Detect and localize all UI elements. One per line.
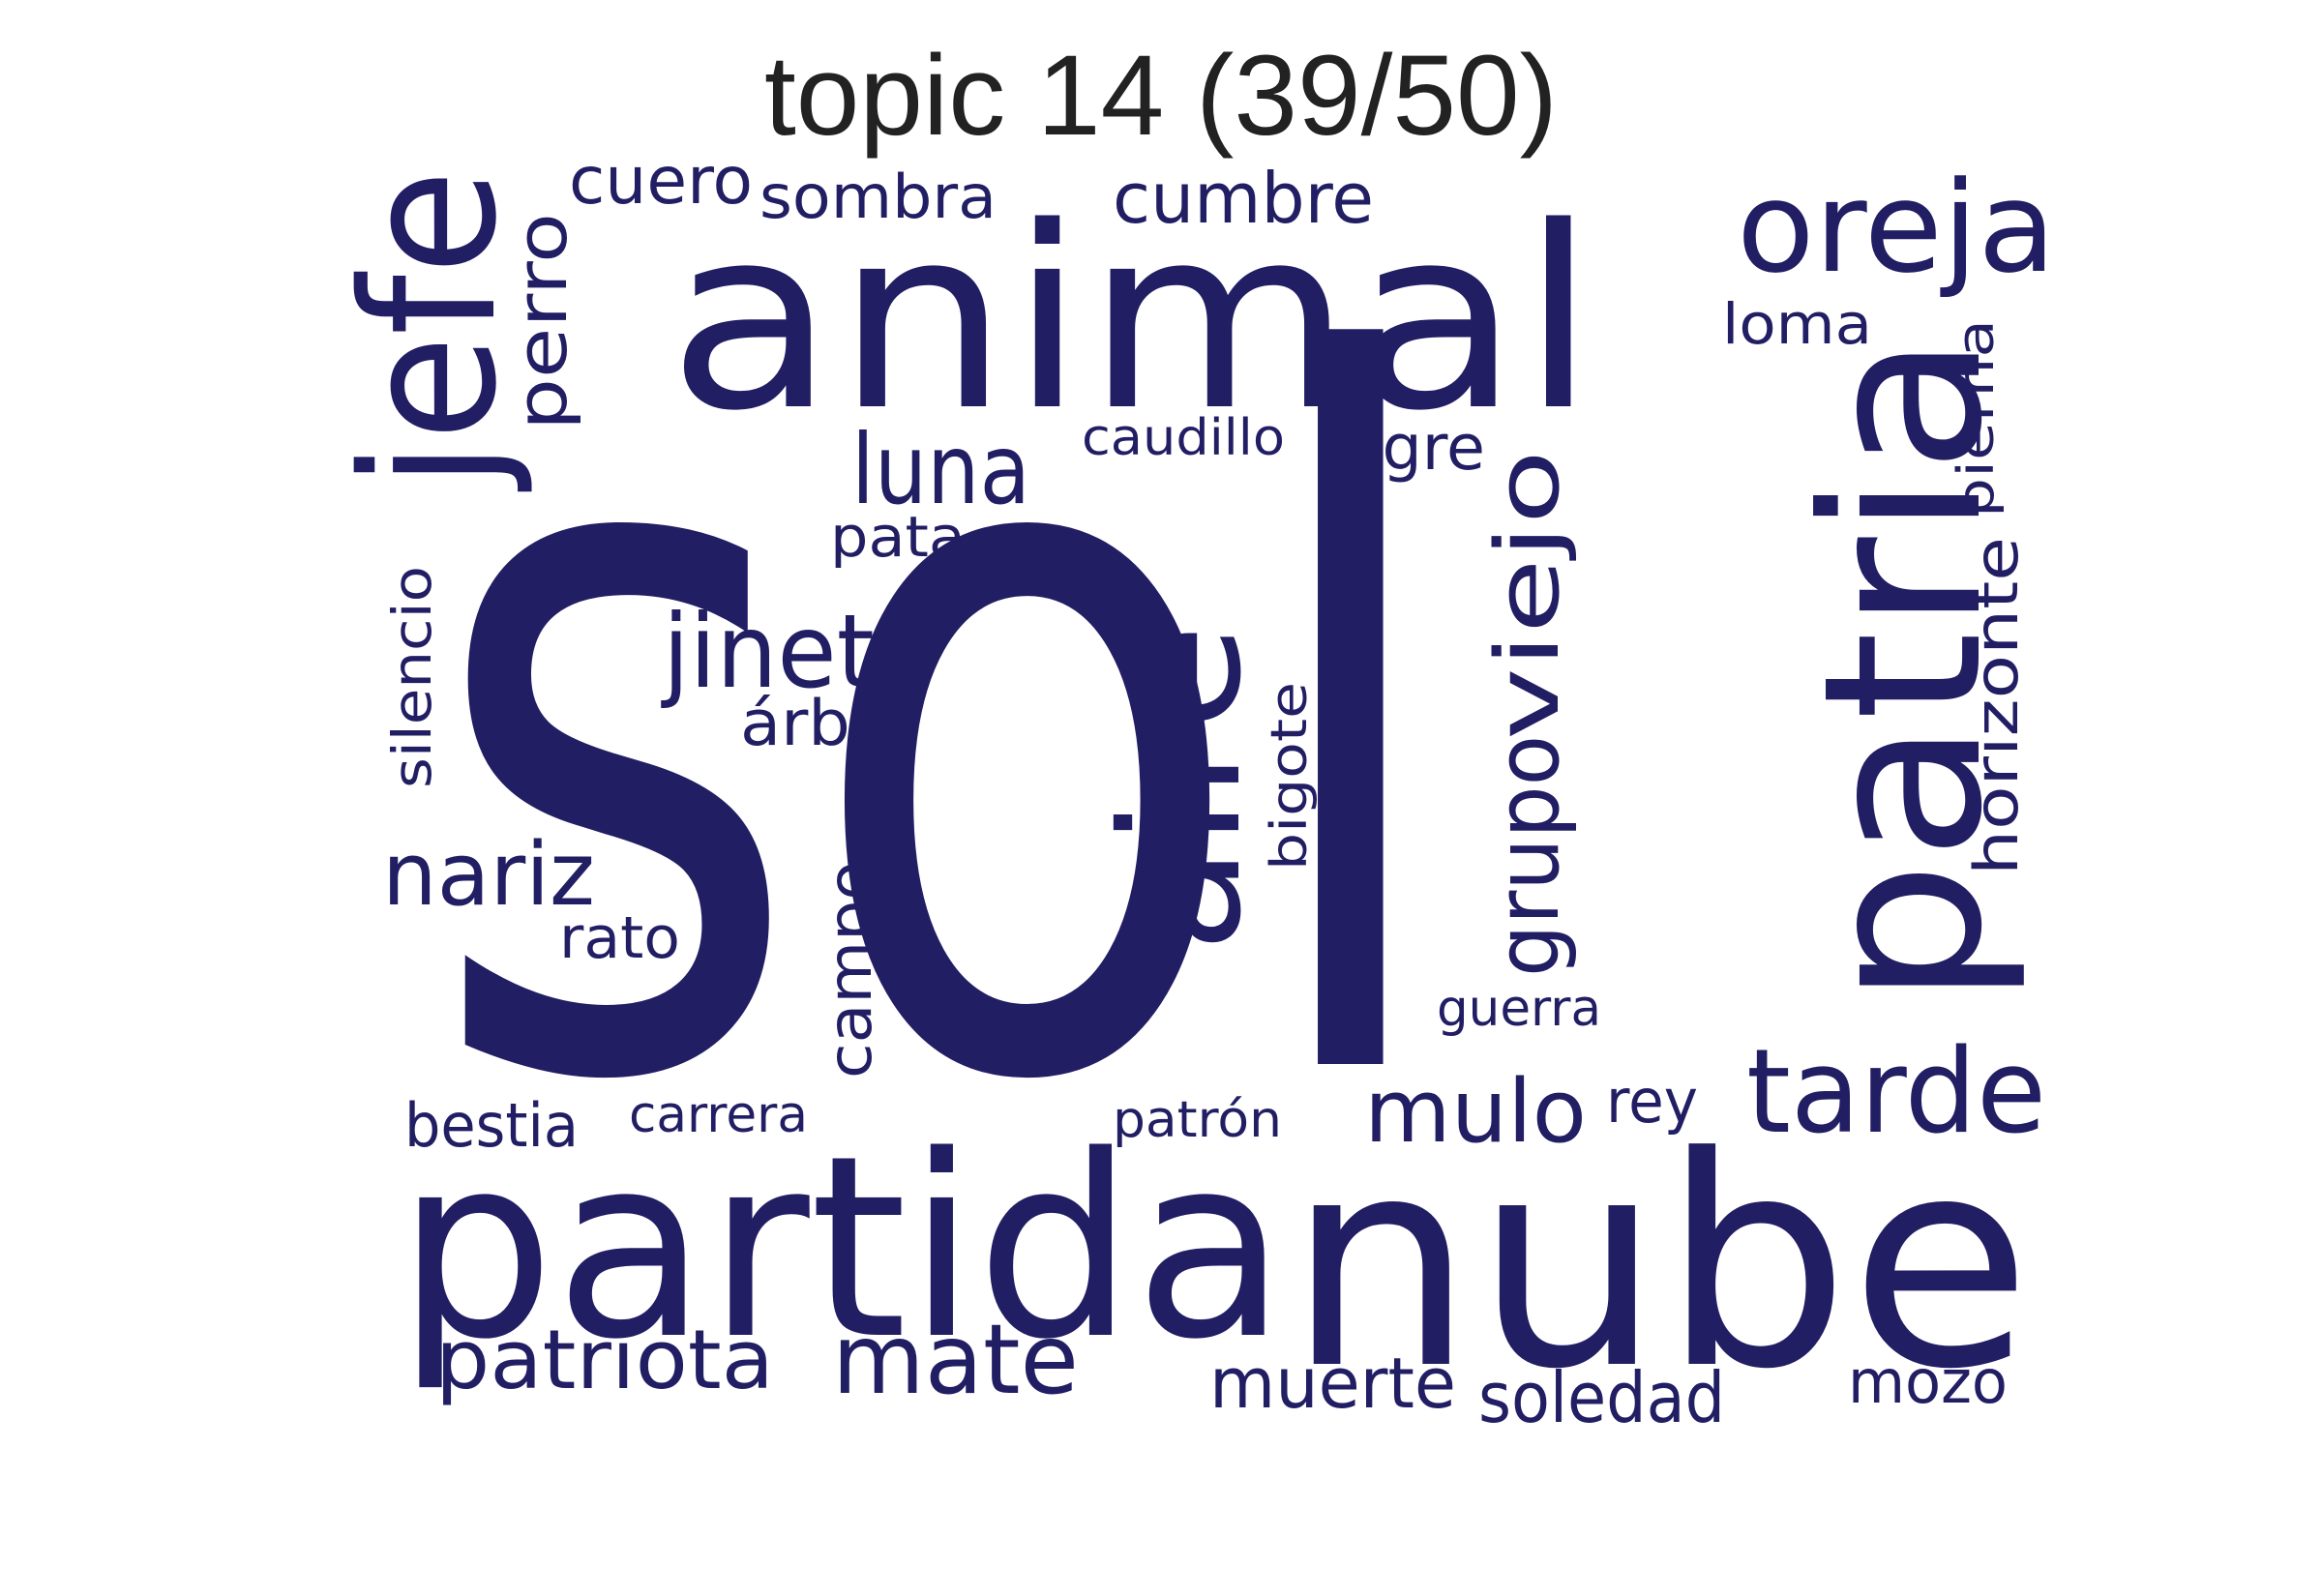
word-horizonte: horizonte: [1961, 537, 2032, 875]
word-grupo: grupo: [1477, 735, 1579, 977]
figure-title: topic 14 (39/50): [764, 32, 1558, 160]
word-campo: campo: [815, 861, 885, 1079]
word-bigote: bigote: [1261, 682, 1319, 871]
word-muerte: muerte: [1209, 1343, 1456, 1424]
word-rey: rey: [1606, 1066, 1698, 1137]
word-sol: sol: [426, 166, 1451, 1292]
word-carrera: carrera: [629, 1086, 808, 1144]
word-luna: luna: [851, 413, 1030, 526]
word-nube: nube: [1287, 1095, 2032, 1433]
word-loma: loma: [1722, 291, 1872, 357]
word-mulo: mulo: [1364, 1061, 1587, 1163]
word-rato: rato: [559, 904, 680, 972]
word-pata: pata: [830, 504, 966, 570]
word-jefe: jefe: [323, 169, 537, 492]
word-sombra: sombra: [759, 162, 997, 232]
word-nariz: nariz: [382, 824, 595, 926]
word-oreja: oreja: [1737, 154, 2056, 301]
word-caudillo: caudillo: [1082, 409, 1285, 467]
word-mozo: mozo: [1848, 1346, 2008, 1417]
word-patriota: patriota: [435, 1313, 774, 1408]
word-patron: patrón: [1113, 1091, 1282, 1149]
word-aire: aire: [1087, 624, 1278, 953]
word-arbol: árbol: [740, 688, 909, 760]
word-cumbre: cumbre: [1113, 158, 1374, 239]
word-tarde: tarde: [1746, 1025, 2046, 1160]
word-tigre: tigre: [1340, 412, 1485, 485]
word-cuero: cuero: [569, 143, 753, 220]
word-soledad: soledad: [1478, 1357, 1725, 1438]
word-silencio: silencio: [381, 566, 443, 788]
word-perro: perro: [501, 213, 582, 430]
word-viejo: viejo: [1477, 450, 1579, 740]
word-patria: patria: [1777, 334, 2031, 1006]
word-mate: mate: [832, 1303, 1079, 1416]
word-guerra: guerra: [1437, 980, 1601, 1038]
word-animal: animal: [668, 174, 1596, 466]
word-partida: partida: [397, 1103, 1287, 1395]
word-bestia: bestia: [404, 1090, 579, 1161]
word-pierna: pierna: [1948, 319, 2006, 517]
word-jinete: jinete: [661, 593, 934, 711]
